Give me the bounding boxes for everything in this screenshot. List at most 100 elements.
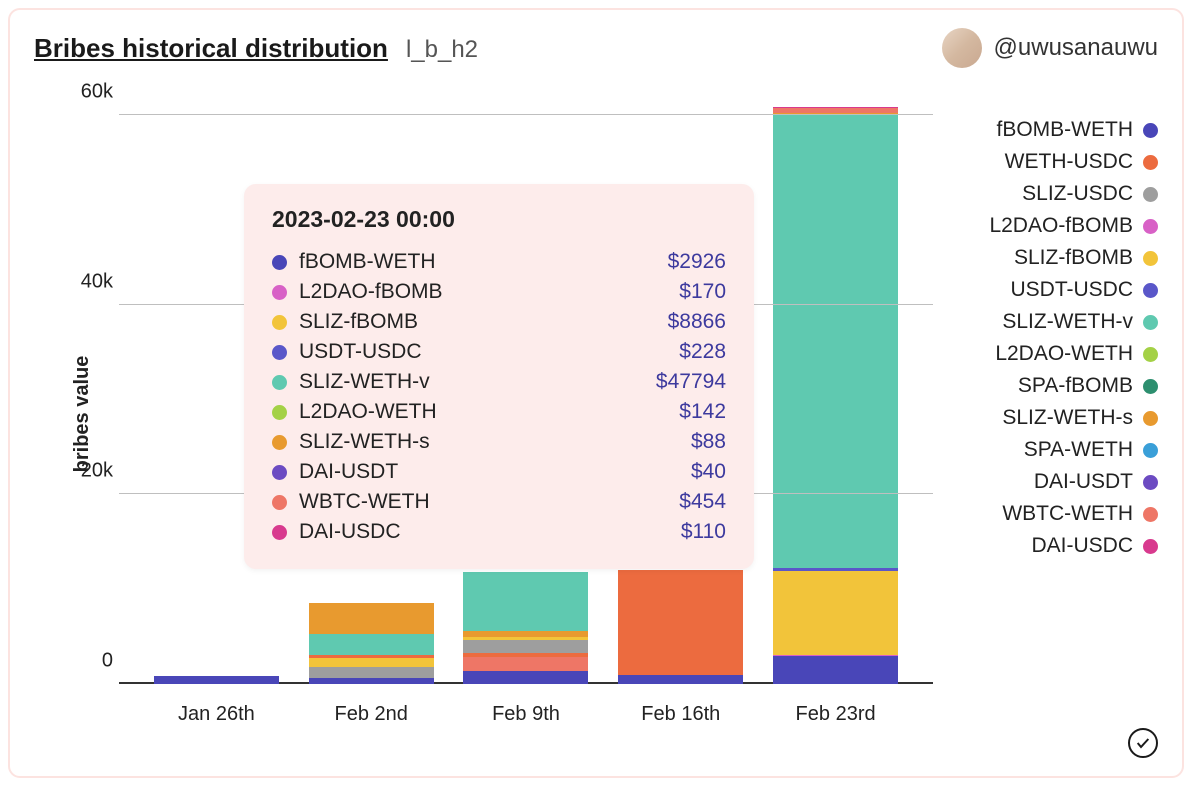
bar-segment[interactable] bbox=[309, 603, 434, 633]
tooltip-value: $8866 bbox=[668, 310, 726, 334]
tooltip-dot-icon bbox=[272, 435, 287, 450]
legend-dot-icon bbox=[1143, 539, 1158, 554]
tooltip-row: L2DAO-WETH $142 bbox=[272, 397, 726, 427]
legend-dot-icon bbox=[1143, 379, 1158, 394]
y-tick-label: 0 bbox=[57, 650, 113, 673]
tooltip-value: $2926 bbox=[668, 250, 726, 274]
verify-button[interactable] bbox=[1128, 728, 1158, 758]
tooltip-series-name: SLIZ-fBOMB bbox=[299, 310, 418, 334]
header: Bribes historical distribution l_b_h2 @u… bbox=[34, 28, 1158, 68]
bar-segment[interactable] bbox=[773, 115, 898, 568]
bar-segment[interactable] bbox=[309, 678, 434, 684]
tooltip-row: SLIZ-WETH-s$88 bbox=[272, 427, 726, 457]
legend-item[interactable]: SPA-WETH bbox=[953, 434, 1158, 466]
legend-dot-icon bbox=[1143, 315, 1158, 330]
tooltip-dot-icon bbox=[272, 285, 287, 300]
x-tick-label: Feb 9th bbox=[463, 703, 588, 726]
header-right: @uwusanauwu bbox=[942, 28, 1158, 68]
bar-segment[interactable] bbox=[618, 570, 743, 675]
y-tick-label: 40k bbox=[57, 270, 113, 293]
legend-dot-icon bbox=[1143, 219, 1158, 234]
tooltip-value: $40 bbox=[691, 460, 726, 484]
legend-item[interactable]: WETH-USDC bbox=[953, 146, 1158, 178]
tooltip-dot-icon bbox=[272, 375, 287, 390]
tooltip-value: $47794 bbox=[656, 370, 726, 394]
tooltip-title: 2023-02-23 00:00 bbox=[272, 206, 726, 233]
legend-dot-icon bbox=[1143, 475, 1158, 490]
bar-segment[interactable] bbox=[154, 676, 279, 684]
bar-segment[interactable] bbox=[618, 675, 743, 684]
legend-label: L2DAO-WETH bbox=[995, 342, 1133, 366]
legend-dot-icon bbox=[1143, 155, 1158, 170]
legend-label: SLIZ-fBOMB bbox=[1014, 246, 1133, 270]
chart-body: bribes value ne 020k40k60k Jan 26thFeb 2… bbox=[34, 84, 1158, 744]
legend-label: USDT-USDC bbox=[1010, 278, 1133, 302]
legend-item[interactable]: L2DAO-WETH bbox=[953, 338, 1158, 370]
legend: fBOMB-WETH WETH-USDCSLIZ-USDCL2DAO-fBOMB S… bbox=[933, 84, 1158, 744]
tooltip-row: USDT-USDC$228 bbox=[272, 337, 726, 367]
legend-item[interactable]: SLIZ-WETH-s bbox=[953, 402, 1158, 434]
tooltip-value: $170 bbox=[679, 280, 726, 304]
tooltip-value: $454 bbox=[679, 490, 726, 514]
bar-segment[interactable] bbox=[309, 667, 434, 678]
tooltip-row: SLIZ-WETH-v $47794 bbox=[272, 367, 726, 397]
bar-segment[interactable] bbox=[773, 656, 898, 684]
tooltip-row: SLIZ-fBOMB $8866 bbox=[272, 307, 726, 337]
legend-label: WBTC-WETH bbox=[1002, 502, 1133, 526]
tooltip-series-name: WBTC-WETH bbox=[299, 490, 430, 514]
tooltip-dot-icon bbox=[272, 405, 287, 420]
gridline bbox=[119, 114, 933, 115]
y-tick-label: 60k bbox=[57, 80, 113, 103]
bar-column[interactable] bbox=[309, 603, 434, 684]
legend-item[interactable]: SLIZ-fBOMB bbox=[953, 242, 1158, 274]
bar-segment[interactable] bbox=[463, 657, 588, 670]
y-tick-label: 20k bbox=[57, 460, 113, 483]
legend-label: SPA-WETH bbox=[1024, 438, 1133, 462]
bar-column[interactable] bbox=[463, 572, 588, 684]
bar-segment[interactable] bbox=[463, 640, 588, 652]
legend-item[interactable]: DAI-USDC bbox=[953, 530, 1158, 562]
username[interactable]: @uwusanauwu bbox=[994, 34, 1158, 62]
legend-dot-icon bbox=[1143, 411, 1158, 426]
tooltip-rows: fBOMB-WETH$2926L2DAO-fBOMB$170SLIZ-fBOMB… bbox=[272, 247, 726, 547]
tooltip-value: $110 bbox=[681, 520, 726, 544]
legend-label: SLIZ-WETH-v bbox=[1002, 310, 1133, 334]
bar-segment[interactable] bbox=[773, 571, 898, 655]
bar-column[interactable] bbox=[154, 676, 279, 684]
x-tick-label: Feb 23rd bbox=[773, 703, 898, 726]
tooltip-value: $142 bbox=[679, 400, 726, 424]
legend-item[interactable]: SPA-fBOMB bbox=[953, 370, 1158, 402]
tooltip-dot-icon bbox=[272, 315, 287, 330]
tooltip-series-name: DAI-USDC bbox=[299, 520, 401, 544]
legend-dot-icon bbox=[1143, 347, 1158, 362]
legend-dot-icon bbox=[1143, 251, 1158, 266]
tooltip-row: L2DAO-fBOMB$170 bbox=[272, 277, 726, 307]
tooltip-series-name: L2DAO-WETH bbox=[299, 400, 437, 424]
legend-item[interactable]: WBTC-WETH bbox=[953, 498, 1158, 530]
bar-segment[interactable] bbox=[463, 572, 588, 631]
legend-item[interactable]: SLIZ-WETH-v bbox=[953, 306, 1158, 338]
chart-subtitle: l_b_h2 bbox=[406, 36, 478, 64]
legend-item[interactable]: fBOMB-WETH bbox=[953, 114, 1158, 146]
legend-item[interactable]: L2DAO-fBOMB bbox=[953, 210, 1158, 242]
chart-title[interactable]: Bribes historical distribution bbox=[34, 33, 388, 64]
tooltip-series-name: fBOMB-WETH bbox=[299, 250, 436, 274]
tooltip-series-name: SLIZ-WETH-v bbox=[299, 370, 430, 394]
avatar[interactable] bbox=[942, 28, 982, 68]
x-tick-label: Feb 16th bbox=[618, 703, 743, 726]
bar-segment[interactable] bbox=[309, 658, 434, 667]
legend-dot-icon bbox=[1143, 187, 1158, 202]
legend-item[interactable]: USDT-USDC bbox=[953, 274, 1158, 306]
tooltip: 2023-02-23 00:00 fBOMB-WETH $2926 L2DAO-fB… bbox=[244, 184, 754, 569]
legend-item[interactable]: DAI-USDT bbox=[953, 466, 1158, 498]
bar-segment[interactable] bbox=[309, 634, 434, 655]
tooltip-row: DAI-USDC $110 bbox=[272, 517, 726, 547]
bar-segment[interactable] bbox=[463, 671, 588, 684]
chart-area: bribes value ne 020k40k60k Jan 26thFeb 2… bbox=[34, 84, 933, 744]
bar-column[interactable] bbox=[618, 570, 743, 684]
legend-dot-icon bbox=[1143, 507, 1158, 522]
legend-label: fBOMB-WETH bbox=[997, 118, 1134, 142]
legend-item[interactable]: SLIZ-USDC bbox=[953, 178, 1158, 210]
tooltip-row: DAI-USDT$40 bbox=[272, 457, 726, 487]
bar-column[interactable] bbox=[773, 107, 898, 684]
